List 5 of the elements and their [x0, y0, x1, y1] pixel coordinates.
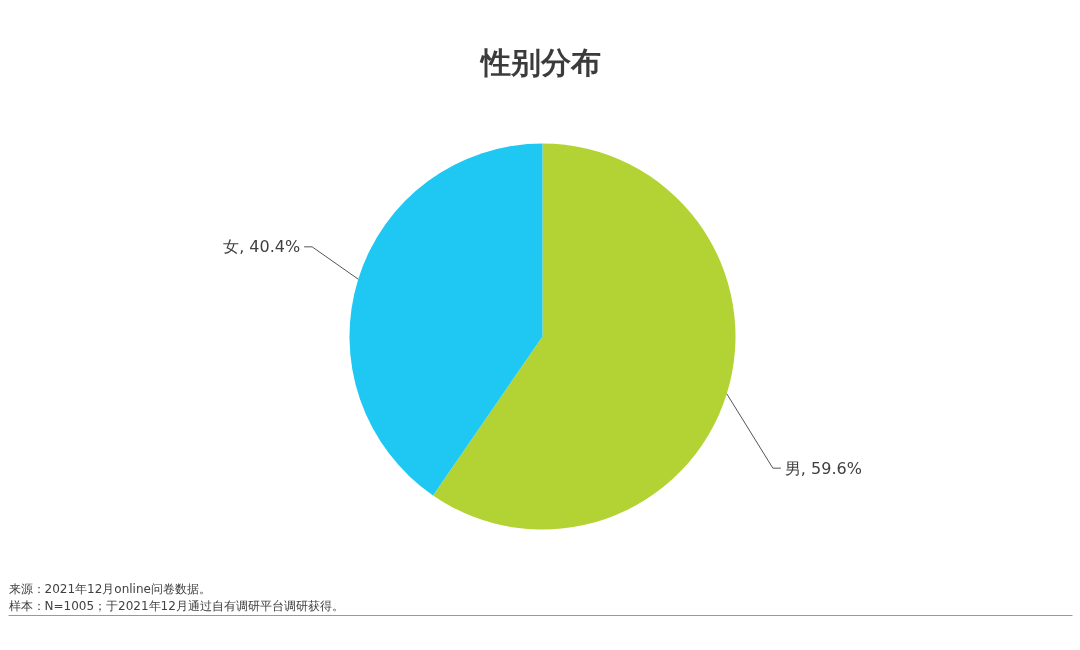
slice-label: 女, 40.4%: [223, 237, 301, 257]
source-note: 来源：2021年12月online问卷数据。: [8, 581, 211, 596]
text: 样本：N=1005；于2021年12月通过自有调研平台调研获得。: [8, 598, 344, 613]
chart-title: 性别分布: [478, 45, 601, 80]
slice-label: 男, 59.6%: [784, 458, 862, 478]
